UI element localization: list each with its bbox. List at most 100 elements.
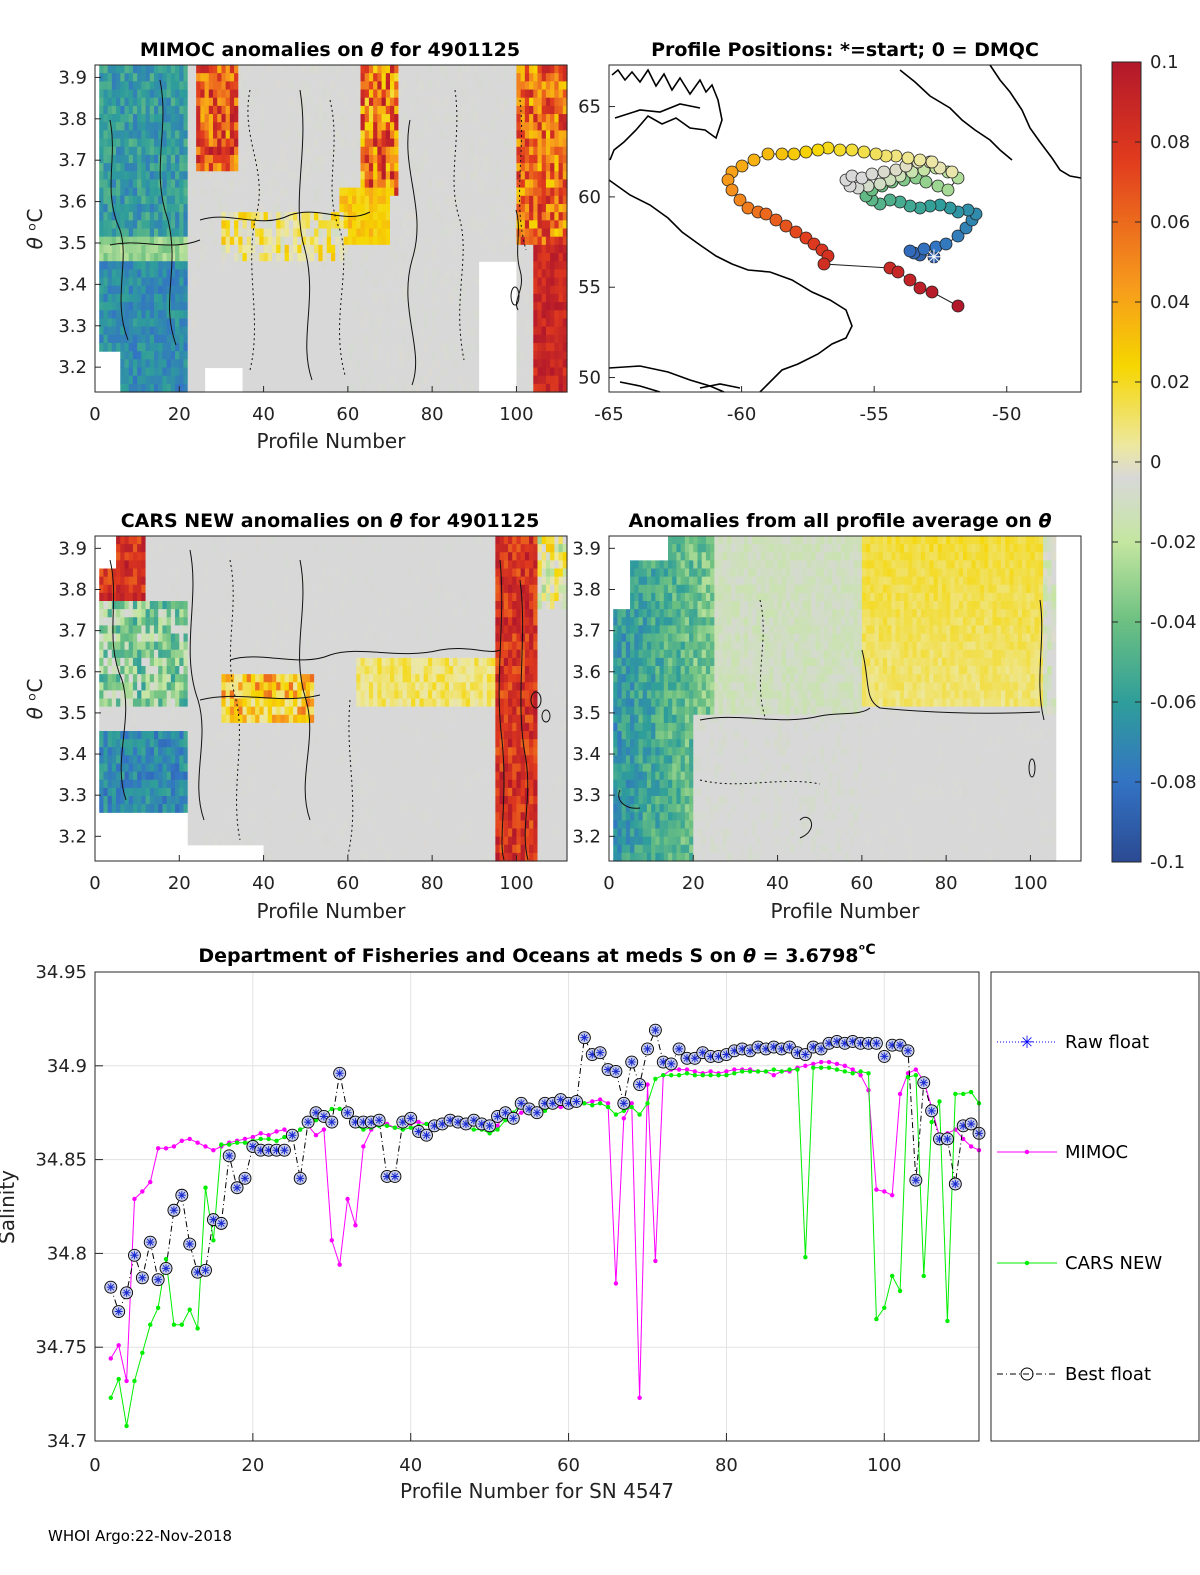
mimoc-cell: [444, 122, 450, 132]
mimoc-cell: [132, 138, 138, 148]
mimoc-cell: [415, 154, 421, 164]
mimoc-cell: [128, 236, 134, 246]
mimoc-cell: [339, 236, 345, 246]
mimoc-cell: [440, 187, 446, 197]
map-profile-marker: [817, 257, 831, 271]
mimoc-cell: [352, 146, 357, 156]
mimoc-cell: [149, 277, 155, 287]
mimoc-cell: [352, 318, 357, 328]
mimoc-cell: [470, 228, 475, 238]
mimoc-cell: [356, 122, 362, 132]
mimoc-cell: [267, 277, 273, 287]
mimoc-cell: [436, 220, 442, 230]
mimoc-cell: [537, 187, 543, 197]
cars-cell: [116, 552, 121, 561]
mimoc-cell: [550, 122, 555, 132]
mimoc-cell: [449, 187, 454, 197]
mimoc-cell: [238, 285, 244, 295]
mimoc-cell: [128, 114, 134, 123]
mimoc-cell: [204, 97, 210, 107]
mimoc-cell: [461, 179, 467, 189]
mimoc-cell: [272, 73, 277, 82]
mimoc-cell: [444, 351, 450, 360]
mimoc-cell: [394, 375, 400, 385]
mimoc-cell: [339, 367, 345, 377]
mimoc-cell: [465, 342, 471, 352]
mimoc-cell: [204, 81, 210, 91]
mimoc-cell: [537, 326, 543, 336]
cars-cell: [166, 722, 172, 732]
mimoc-cell: [495, 105, 501, 115]
mimoc-cell: [284, 334, 290, 344]
cars-cell: [99, 666, 105, 675]
mimoc-cell: [524, 163, 530, 172]
mimoc-cell: [170, 228, 176, 238]
mimoc-cell: [208, 138, 214, 148]
mimoc-cell: [541, 269, 547, 279]
mimoc-cell: [107, 318, 113, 328]
cars-cell: [103, 804, 109, 813]
mimoc-cell: [339, 89, 345, 99]
mimoc-cell: [377, 285, 383, 295]
mimoc-cell: [326, 342, 332, 352]
mimoc-cell: [322, 187, 328, 197]
cars-cell: [166, 601, 172, 610]
mimoc-cell: [229, 203, 235, 213]
mimoc-cell: [250, 326, 256, 336]
mimoc-cell: [191, 326, 197, 336]
cars-cell: [103, 787, 109, 797]
cars-cell: [166, 804, 172, 813]
mimoc-cell: [398, 203, 404, 213]
mimoc-cell: [478, 97, 484, 107]
mimoc-cell: [314, 277, 319, 287]
mimoc-cell: [276, 138, 282, 148]
mimoc-cell: [486, 146, 492, 156]
mimoc-cell: [545, 114, 551, 123]
mimoc-cell: [301, 179, 307, 189]
cars-cell: [116, 560, 121, 570]
mimoc-cell: [449, 89, 454, 99]
mimoc-cell: [318, 277, 324, 287]
mimoc-cell: [149, 383, 155, 393]
map-profile-marker: [789, 225, 803, 239]
mimoc-cell: [449, 130, 454, 140]
mimoc-cell: [453, 220, 459, 230]
mimoc-cell: [305, 351, 311, 360]
mimoc-cell: [411, 130, 416, 140]
mimoc-cell: [474, 105, 480, 115]
mimoc-cell: [297, 351, 303, 360]
mimoc-cell: [276, 236, 282, 246]
mimoc-cell: [352, 81, 357, 91]
mimoc-cell: [305, 203, 311, 213]
mimoc-cell: [116, 171, 121, 181]
mimoc-cell: [373, 163, 378, 172]
mimoc-cell: [444, 359, 450, 369]
cars-cell: [103, 568, 109, 578]
mimoc-cell: [562, 179, 568, 189]
mimoc-cell: [213, 73, 218, 82]
mimoc-cell: [175, 375, 180, 385]
mimoc-cell: [427, 130, 433, 140]
mimoc-cell: [415, 310, 421, 320]
mimoc-cell: [554, 73, 560, 82]
mimoc-cell: [470, 73, 475, 82]
mimoc-cell: [423, 163, 429, 172]
mimoc-cell: [149, 89, 155, 99]
cars-cell: [154, 771, 159, 781]
mimoc-cell: [326, 97, 332, 107]
mimoc-cell: [124, 81, 130, 91]
mimoc-cell: [550, 367, 555, 377]
mimoc-cell: [512, 130, 518, 140]
mimoc-cell: [516, 375, 522, 385]
mimoc-cell: [465, 269, 471, 279]
mimoc-cell: [499, 244, 505, 254]
mimoc-cell: [305, 97, 311, 107]
mimoc-cell: [364, 89, 370, 99]
mimoc-cell: [242, 154, 248, 164]
mimoc-cell: [457, 73, 463, 82]
mimoc-cell: [314, 359, 319, 369]
mimoc-cell: [175, 334, 180, 344]
mimoc-cell: [453, 277, 459, 287]
mimoc-cell: [250, 122, 256, 132]
mimoc-cell: [284, 195, 290, 205]
